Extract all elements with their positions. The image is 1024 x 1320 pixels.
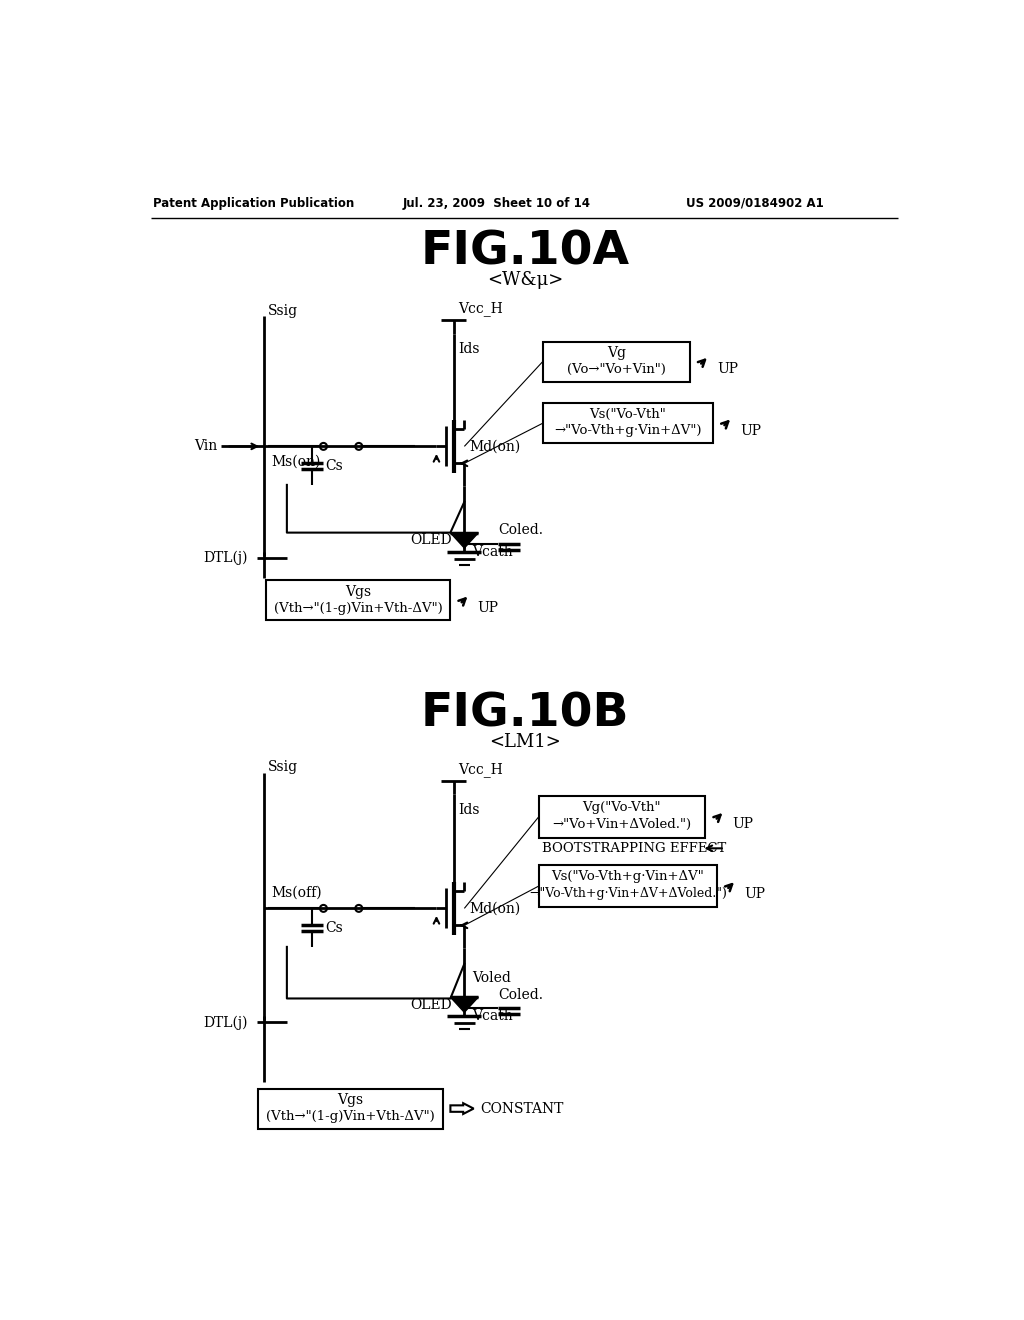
Text: →"Vo-Vth+g·Vin+ΔV+ΔVoled."): →"Vo-Vth+g·Vin+ΔV+ΔVoled.") bbox=[529, 887, 727, 900]
Polygon shape bbox=[451, 533, 478, 548]
Text: UP: UP bbox=[477, 601, 499, 615]
Text: BOOTSTRAPPING EFFECT: BOOTSTRAPPING EFFECT bbox=[542, 842, 726, 855]
Text: Ids: Ids bbox=[458, 342, 479, 356]
Text: Vs("Vo-Vth+g·Vin+ΔV": Vs("Vo-Vth+g·Vin+ΔV" bbox=[552, 870, 705, 883]
Text: DTL(j): DTL(j) bbox=[203, 550, 248, 565]
Bar bbox=[539, 866, 717, 907]
Text: <LM1>: <LM1> bbox=[488, 733, 561, 751]
Text: Vg("Vo-Vth": Vg("Vo-Vth" bbox=[583, 801, 660, 814]
Text: Cs: Cs bbox=[326, 920, 343, 935]
Text: Vs("Vo-Vth": Vs("Vo-Vth" bbox=[590, 408, 667, 421]
Text: UP: UP bbox=[717, 363, 738, 376]
Text: Vgs: Vgs bbox=[337, 1093, 364, 1107]
Text: Vcath: Vcath bbox=[472, 545, 513, 560]
Text: →"Vo-Vth+g·Vin+ΔV"): →"Vo-Vth+g·Vin+ΔV") bbox=[554, 425, 701, 437]
Bar bbox=[539, 796, 706, 838]
Text: Vcc_H: Vcc_H bbox=[458, 301, 503, 317]
Text: Vin: Vin bbox=[194, 440, 217, 453]
Text: Patent Application Publication: Patent Application Publication bbox=[153, 197, 354, 210]
Text: UP: UP bbox=[732, 817, 754, 832]
Text: Vgs: Vgs bbox=[345, 585, 372, 599]
Text: Md(on): Md(on) bbox=[469, 440, 520, 453]
Text: Md(on): Md(on) bbox=[469, 902, 520, 915]
Text: UP: UP bbox=[740, 424, 761, 438]
Text: Vg: Vg bbox=[607, 346, 626, 360]
Text: Ids: Ids bbox=[458, 803, 479, 817]
Bar bbox=[266, 581, 451, 620]
Text: (Vth→"(1-g)Vin+Vth-ΔV"): (Vth→"(1-g)Vin+Vth-ΔV") bbox=[266, 1110, 435, 1123]
Text: Cs: Cs bbox=[326, 458, 343, 473]
Text: →"Vo+Vin+ΔVoled."): →"Vo+Vin+ΔVoled.") bbox=[552, 818, 691, 832]
Text: FIG.10B: FIG.10B bbox=[421, 692, 629, 737]
Text: OLED: OLED bbox=[410, 998, 452, 1011]
Text: Vcc_H: Vcc_H bbox=[458, 762, 503, 776]
Text: Ssig: Ssig bbox=[268, 760, 298, 774]
Text: US 2009/0184902 A1: US 2009/0184902 A1 bbox=[686, 197, 823, 210]
Text: CONSTANT: CONSTANT bbox=[480, 1102, 563, 1115]
Text: Ms(on): Ms(on) bbox=[271, 455, 321, 469]
Text: Ms(off): Ms(off) bbox=[271, 886, 322, 900]
Text: (Vth→"(1-g)Vin+Vth-ΔV"): (Vth→"(1-g)Vin+Vth-ΔV") bbox=[273, 602, 442, 615]
Text: Coled.: Coled. bbox=[499, 987, 544, 1002]
Text: Ssig: Ssig bbox=[268, 304, 298, 318]
Text: Coled.: Coled. bbox=[499, 523, 544, 537]
Text: <W&μ>: <W&μ> bbox=[486, 271, 563, 289]
Polygon shape bbox=[451, 997, 478, 1012]
Bar bbox=[543, 404, 713, 444]
Text: DTL(j): DTL(j) bbox=[203, 1015, 248, 1030]
Text: UP: UP bbox=[744, 887, 765, 900]
Text: Vcath: Vcath bbox=[472, 1010, 513, 1023]
Text: (Vo→"Vo+Vin"): (Vo→"Vo+Vin") bbox=[567, 363, 666, 376]
Text: Jul. 23, 2009  Sheet 10 of 14: Jul. 23, 2009 Sheet 10 of 14 bbox=[403, 197, 591, 210]
Text: OLED: OLED bbox=[410, 533, 452, 548]
Bar bbox=[258, 1089, 442, 1129]
Text: FIG.10A: FIG.10A bbox=[420, 230, 630, 275]
Text: Voled: Voled bbox=[472, 970, 511, 985]
Bar bbox=[543, 342, 690, 381]
